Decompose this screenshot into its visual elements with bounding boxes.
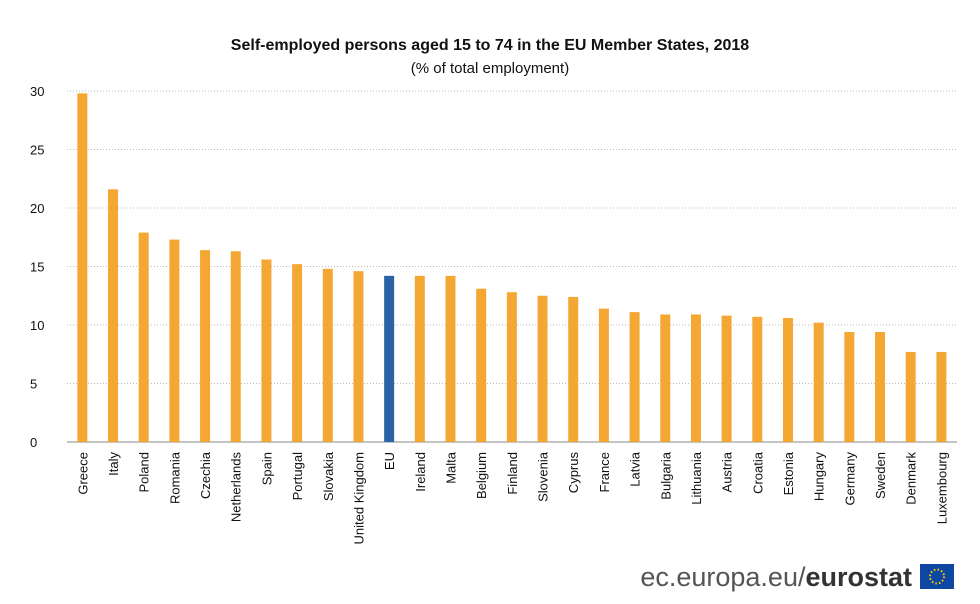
x-tick-label: Estonia — [781, 451, 796, 495]
bar — [537, 295, 548, 442]
x-tick-label: Italy — [106, 452, 121, 476]
x-tick-label: Lithuania — [689, 451, 704, 505]
bar — [844, 332, 855, 442]
x-tick-label: Finland — [505, 452, 520, 495]
x-tick-label: Croatia — [750, 451, 765, 494]
bar — [782, 317, 793, 442]
chart-subtitle: (% of total employment) — [411, 60, 569, 77]
x-tick-label: Portugal — [290, 452, 305, 501]
bar — [813, 322, 824, 442]
source: ec.europa.eu/eurostat — [640, 562, 912, 592]
bar — [230, 251, 241, 442]
bar — [506, 292, 517, 442]
bar — [169, 239, 180, 442]
bar — [905, 351, 916, 442]
x-tick-label: Germany — [842, 452, 857, 506]
bar — [445, 275, 456, 442]
bar — [292, 264, 303, 442]
y-tick-label: 20 — [30, 201, 44, 216]
x-tick-label: EU — [382, 452, 397, 470]
bar — [138, 232, 149, 442]
x-tick-label: Belgium — [474, 452, 489, 499]
x-tick-label: Hungary — [812, 452, 827, 502]
x-tick-label: Cyprus — [566, 452, 581, 494]
y-tick-label: 30 — [30, 84, 44, 99]
eu-flag — [920, 564, 954, 589]
bar — [108, 189, 119, 442]
x-tick-label: Poland — [137, 452, 152, 492]
y-tick-label: 5 — [30, 377, 37, 392]
source-domain: ec.europa.eu/ — [640, 562, 806, 592]
bar — [721, 315, 732, 442]
x-tick-label: Spain — [259, 452, 274, 485]
x-tick-label: Luxembourg — [934, 452, 949, 524]
y-tick-label: 10 — [30, 318, 44, 333]
x-tick-label: Slovakia — [321, 451, 336, 501]
x-tick-label: Malta — [444, 451, 459, 484]
y-tick-label: 0 — [30, 435, 37, 450]
source-brand: eurostat — [805, 562, 912, 592]
x-tick-label: Czechia — [198, 451, 213, 499]
chart-title: Self-employed persons aged 15 to 74 in t… — [231, 37, 750, 54]
x-tick-label: Slovenia — [536, 451, 551, 502]
bar — [875, 332, 886, 442]
bar — [200, 250, 211, 442]
bar — [414, 275, 425, 442]
bar — [598, 308, 609, 442]
x-tick-label: Greece — [75, 452, 90, 495]
x-tick-label: Netherlands — [229, 452, 244, 523]
bar — [936, 351, 947, 442]
x-tick-label: Bulgaria — [658, 451, 673, 499]
bar — [752, 316, 763, 442]
y-tick-label: 25 — [30, 143, 44, 158]
bar — [690, 314, 701, 442]
bar — [261, 259, 272, 442]
bar — [568, 296, 579, 442]
x-tick-label: Latvia — [628, 451, 643, 486]
bar — [384, 275, 395, 442]
bar — [660, 314, 671, 442]
y-tick-label: 15 — [30, 260, 44, 275]
x-tick-label: France — [597, 452, 612, 492]
x-tick-label: Romania — [167, 451, 182, 504]
x-tick-label: Ireland — [413, 452, 428, 492]
bar — [476, 288, 487, 442]
bar — [77, 93, 88, 442]
bar — [353, 271, 364, 442]
x-tick-label: Austria — [720, 451, 735, 492]
x-tick-label: Denmark — [904, 452, 919, 505]
x-tick-label: United Kingdom — [351, 452, 366, 545]
x-tick-label: Sweden — [873, 452, 888, 499]
bar — [322, 268, 333, 442]
bar — [629, 312, 640, 442]
